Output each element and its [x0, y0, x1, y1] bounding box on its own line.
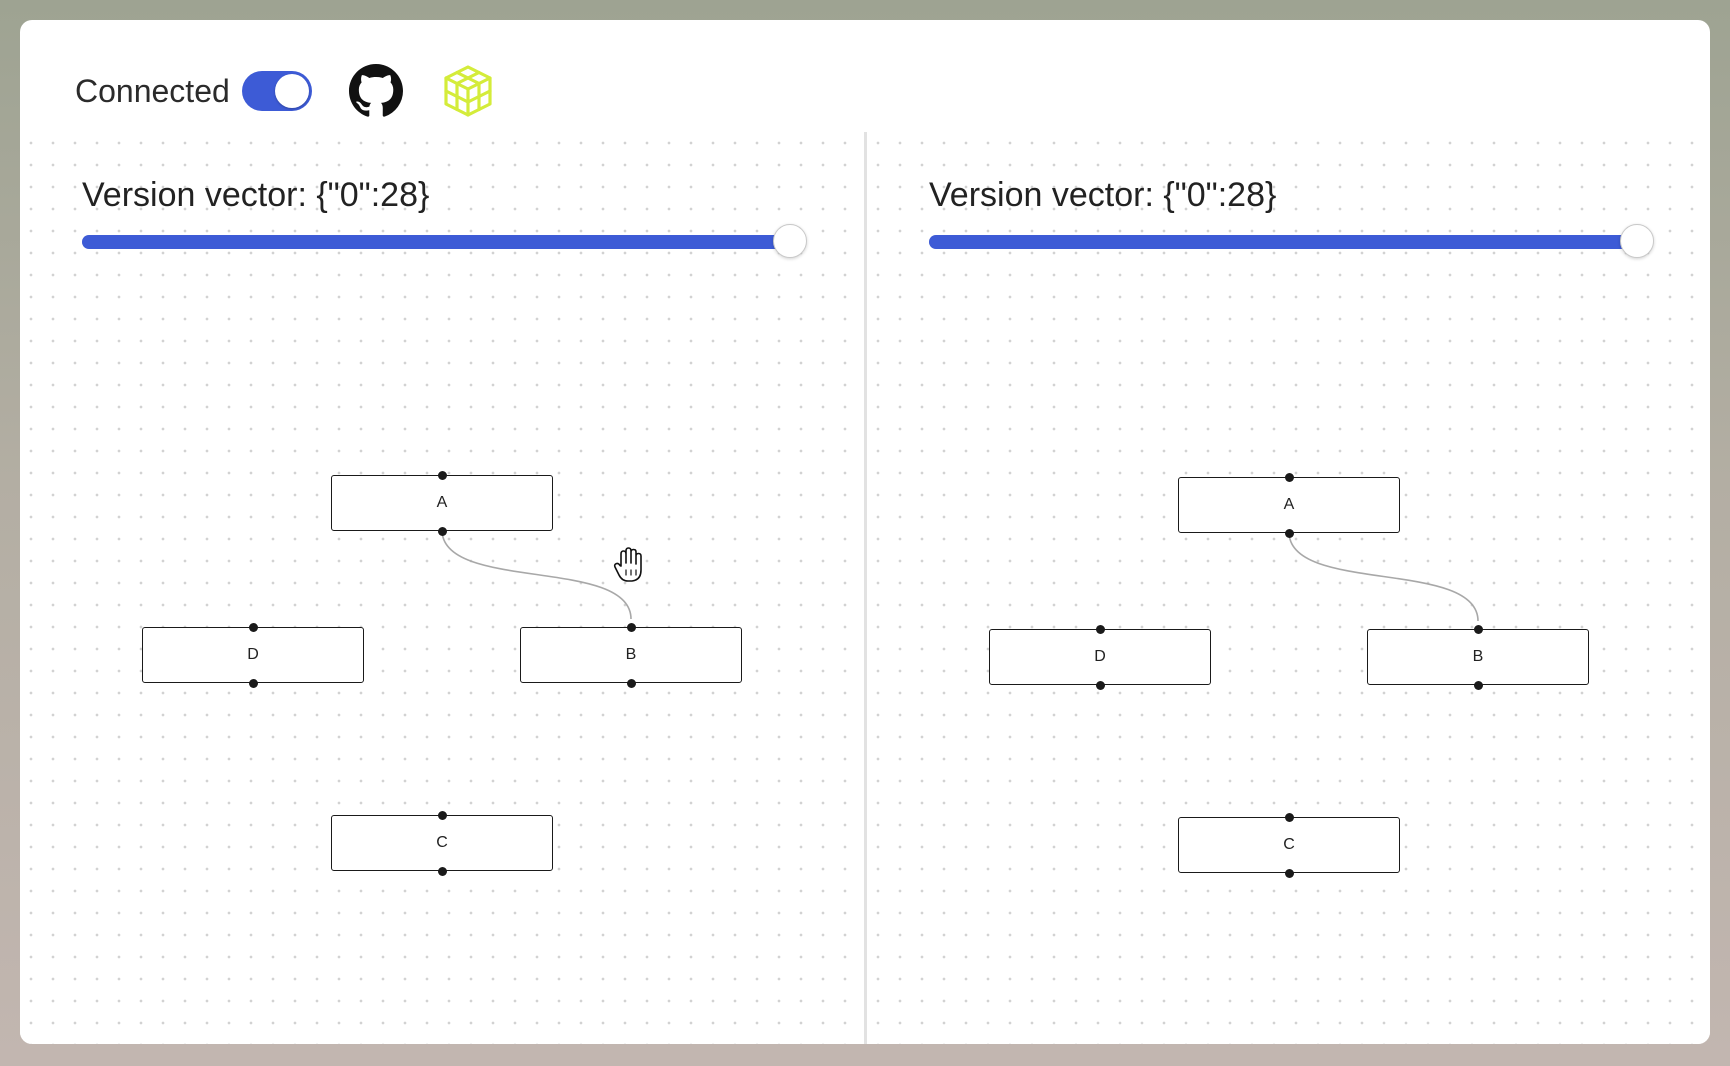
- connected-toggle[interactable]: [241, 71, 312, 111]
- node-label: C: [436, 834, 448, 851]
- app-logo-link[interactable]: [440, 63, 496, 119]
- node-handle-top[interactable]: [248, 622, 258, 632]
- version-vector-label: Version vector: {"0":28}: [82, 176, 430, 214]
- slider-thumb[interactable]: [773, 224, 807, 258]
- version-slider[interactable]: [929, 224, 1654, 258]
- version-slider[interactable]: [82, 224, 807, 258]
- toggle-knob: [274, 74, 309, 108]
- node-handle-bottom[interactable]: [437, 526, 447, 536]
- cube-icon: [444, 65, 492, 117]
- edge-layer: [1288, 531, 1479, 622]
- node-d[interactable]: D: [989, 624, 1211, 690]
- node-d[interactable]: D: [142, 622, 364, 688]
- node-handle-bottom[interactable]: [1284, 868, 1294, 878]
- node-handle-top[interactable]: [1095, 624, 1105, 634]
- node-b[interactable]: B: [520, 622, 742, 688]
- node-label: A: [436, 494, 448, 511]
- edge-layer: [441, 529, 632, 620]
- node-handle-bottom[interactable]: [437, 866, 447, 876]
- slider-thumb[interactable]: [1620, 224, 1654, 258]
- node-handle-top[interactable]: [1284, 472, 1294, 482]
- node-handle-top[interactable]: [1473, 624, 1483, 634]
- node-c[interactable]: C: [1178, 812, 1400, 878]
- node-label: D: [1094, 648, 1106, 665]
- node-handle-bottom[interactable]: [1284, 528, 1294, 538]
- node-handle-bottom[interactable]: [1095, 680, 1105, 690]
- app-window: Connected Version vector: {"0":: [20, 20, 1710, 1044]
- version-vector-label: Version vector: {"0":28}: [929, 176, 1277, 214]
- left-canvas-pane[interactable]: Version vector: {"0":28} A D B C: [20, 132, 864, 1044]
- node-a[interactable]: A: [331, 470, 553, 536]
- connected-label: Connected: [75, 72, 230, 109]
- slider-fill: [82, 235, 790, 249]
- node-label: A: [1283, 496, 1295, 513]
- slider-fill: [929, 235, 1637, 249]
- node-handle-top[interactable]: [437, 810, 447, 820]
- node-label: C: [1283, 836, 1295, 853]
- node-label: B: [625, 646, 637, 663]
- github-icon: [348, 64, 403, 117]
- grab-hand-icon: [613, 547, 642, 582]
- node-b[interactable]: B: [1367, 624, 1589, 690]
- node-label: D: [247, 646, 259, 663]
- node-a[interactable]: A: [1178, 472, 1400, 538]
- node-handle-bottom[interactable]: [248, 678, 258, 688]
- edge-a-b[interactable]: [1288, 531, 1479, 622]
- node-c[interactable]: C: [331, 810, 553, 876]
- node-handle-bottom[interactable]: [1473, 680, 1483, 690]
- node-handle-bottom[interactable]: [626, 678, 636, 688]
- toolbar: Connected: [75, 56, 496, 126]
- right-canvas-pane[interactable]: Version vector: {"0":28} A D B C: [867, 132, 1710, 1044]
- node-handle-top[interactable]: [437, 470, 447, 480]
- node-handle-top[interactable]: [1284, 812, 1294, 822]
- node-handle-top[interactable]: [626, 622, 636, 632]
- pane-divider: [864, 132, 867, 1044]
- github-link[interactable]: [348, 63, 404, 119]
- edge-a-b[interactable]: [441, 529, 632, 620]
- node-label: B: [1472, 648, 1484, 665]
